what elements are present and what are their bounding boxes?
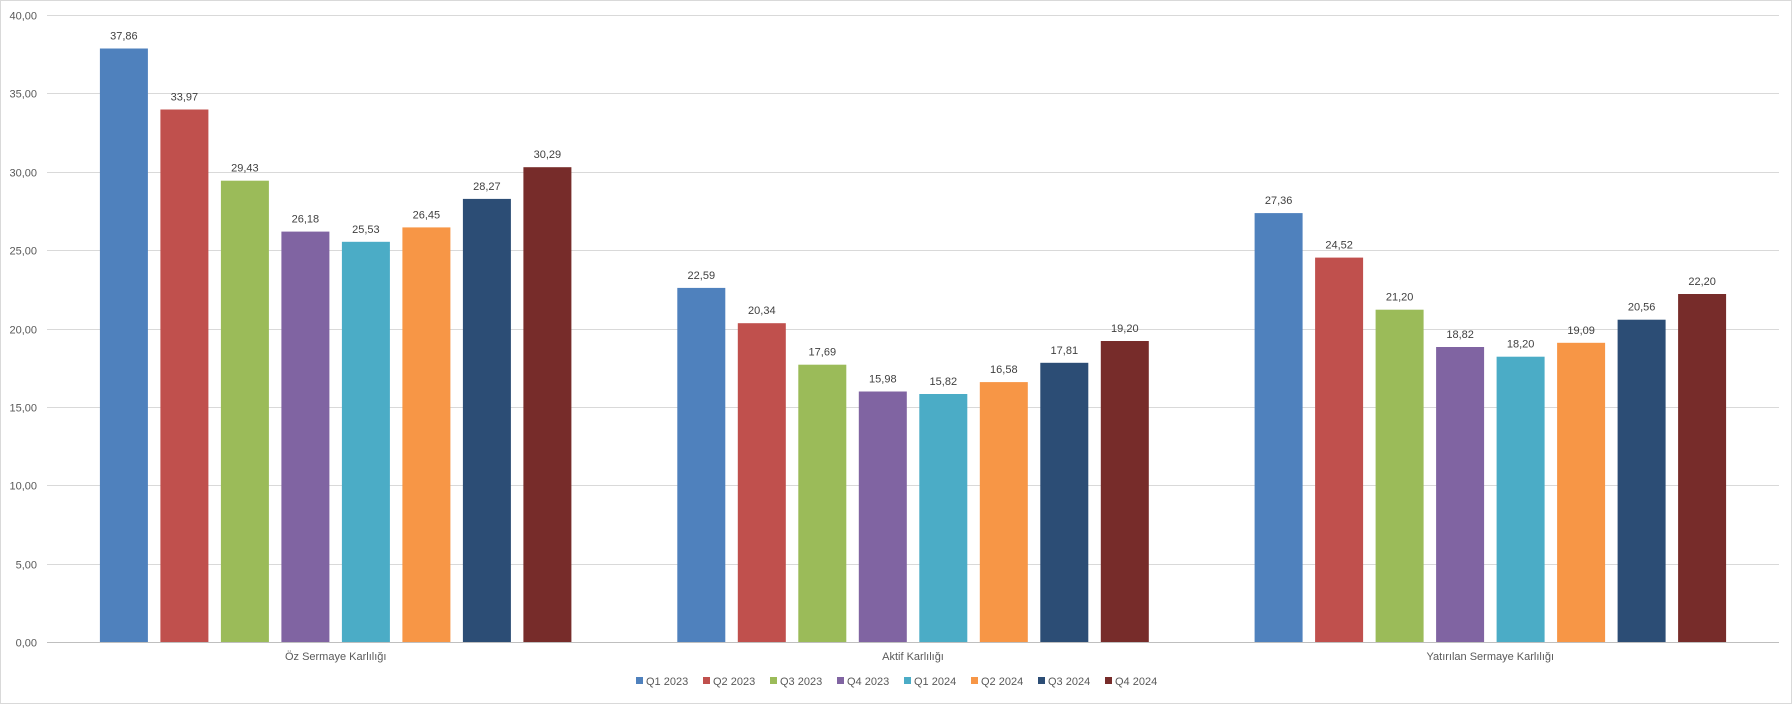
legend-swatch (837, 677, 844, 684)
bar (1375, 309, 1424, 642)
x-tick-label: Yatırılan Sermaye Karlılığı (1427, 651, 1555, 663)
bars (99, 48, 1727, 643)
bar (523, 167, 572, 642)
data-label: 22,20 (1688, 276, 1716, 288)
data-label: 30,29 (534, 149, 562, 161)
y-tick-label: 0,00 (16, 638, 37, 650)
bar (798, 364, 847, 642)
data-label: 18,82 (1446, 329, 1474, 341)
data-label: 19,09 (1567, 325, 1595, 337)
legend-swatch (770, 677, 777, 684)
data-label: 17,69 (809, 347, 837, 359)
y-tick-label: 5,00 (16, 560, 37, 572)
data-label: 15,82 (930, 376, 958, 388)
bar (979, 382, 1028, 642)
data-label: 33,97 (171, 92, 199, 104)
bar (1496, 356, 1545, 642)
bar (1100, 341, 1149, 642)
y-tick-label: 10,00 (9, 481, 37, 493)
legend-swatch (1105, 677, 1112, 684)
legend-swatch (904, 677, 911, 684)
legend-label: Q1 2024 (914, 676, 956, 688)
y-tick-label: 30,00 (9, 168, 37, 180)
y-tick-label: 40,00 (9, 11, 37, 23)
bar (220, 180, 269, 642)
legend-swatch (1038, 677, 1045, 684)
legend-swatch (703, 677, 710, 684)
bar (1678, 294, 1727, 642)
bar (1557, 342, 1606, 642)
bar (160, 109, 209, 642)
legend-label: Q2 2024 (981, 676, 1023, 688)
legend: Q1 2023 Q2 2023 Q3 2023 Q4 2023 Q1 2024 Q2 20… (636, 676, 1157, 688)
x-axis: Öz Sermaye Karlılığı Aktif Karlılığı Yatır… (285, 651, 1554, 663)
data-label: 29,43 (231, 163, 259, 175)
y-tick-label: 35,00 (9, 89, 37, 101)
legend-label: Q3 2024 (1048, 676, 1090, 688)
legend-label: Q3 2023 (780, 676, 822, 688)
x-tick-label: Aktif Karlılığı (882, 651, 944, 663)
data-label: 26,18 (292, 214, 320, 226)
data-label: 22,59 (688, 270, 716, 282)
data-label: 20,56 (1628, 302, 1656, 314)
bar (1040, 362, 1089, 642)
data-label: 16,58 (990, 364, 1018, 376)
legend-label: Q4 2023 (847, 676, 889, 688)
y-tick-label: 20,00 (9, 325, 37, 337)
bar (737, 323, 786, 642)
bar (858, 391, 907, 642)
data-label: 17,81 (1051, 345, 1079, 357)
bar (281, 231, 330, 642)
bar (99, 48, 148, 642)
bar (1617, 319, 1666, 642)
data-label: 19,20 (1111, 323, 1139, 335)
data-label: 28,27 (473, 181, 501, 193)
bar (1315, 257, 1364, 642)
data-label: 24,52 (1325, 240, 1353, 252)
data-labels: 37,86 33,97 29,43 26,18 25,53 26,45 28,27 30,29… (110, 31, 1716, 389)
data-label: 37,86 (110, 31, 138, 43)
x-tick-label: Öz Sermaye Karlılığı (285, 651, 386, 663)
legend-swatch (971, 677, 978, 684)
data-label: 21,20 (1386, 292, 1414, 304)
data-label: 20,34 (748, 305, 776, 317)
y-tick-label: 15,00 (9, 403, 37, 415)
legend-label: Q2 2023 (713, 676, 755, 688)
data-label: 25,53 (352, 224, 380, 236)
data-label: 26,45 (413, 209, 441, 221)
data-label: 15,98 (869, 374, 897, 386)
bar (402, 227, 451, 642)
gridlines (47, 15, 1779, 643)
bar (462, 198, 511, 642)
data-label: 18,20 (1507, 339, 1535, 351)
legend-label: Q1 2023 (646, 676, 688, 688)
data-label: 27,36 (1265, 195, 1293, 207)
legend-label: Q4 2024 (1115, 676, 1157, 688)
bar (1254, 213, 1303, 642)
bar (1436, 347, 1485, 642)
y-axis: 0,00 5,00 10,00 15,00 20,00 25,00 30,00 35,00 40… (9, 11, 37, 650)
legend-swatch (636, 677, 643, 684)
bar (341, 241, 390, 643)
bar (677, 287, 726, 642)
bar (919, 394, 968, 642)
y-tick-label: 25,00 (9, 246, 37, 258)
